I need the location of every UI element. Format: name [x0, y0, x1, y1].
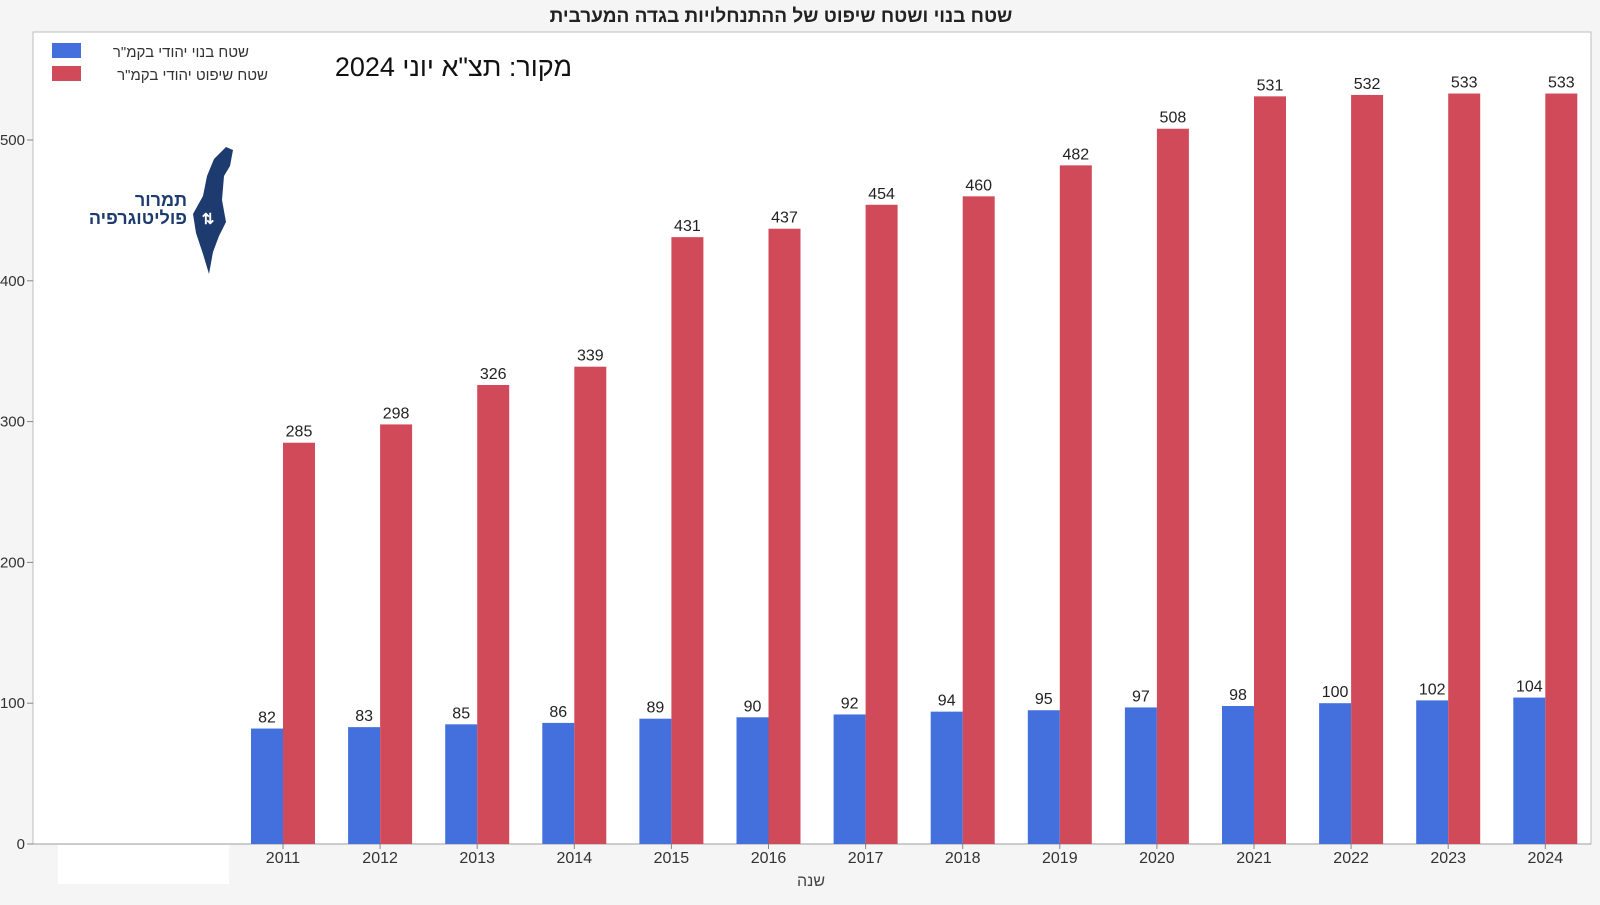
bottom-left-blank [58, 845, 229, 884]
bar-built [1319, 703, 1352, 844]
x-tick-label: 2018 [945, 850, 981, 867]
data-label-jurisdiction: 508 [1160, 110, 1187, 127]
x-tick-label: 2014 [557, 850, 593, 867]
bar-jurisdiction [1156, 128, 1189, 845]
data-label-built: 89 [647, 700, 665, 717]
data-label-jurisdiction: 533 [1451, 75, 1478, 92]
bar-built [930, 711, 963, 844]
y-tick-label: 400 [0, 273, 25, 290]
bar-jurisdiction [865, 204, 898, 844]
data-label-built: 102 [1419, 681, 1446, 698]
x-tick-label: 2023 [1430, 850, 1466, 867]
bar-jurisdiction [1351, 94, 1384, 845]
data-label-built: 104 [1516, 679, 1543, 696]
x-tick-label: 2012 [362, 850, 398, 867]
x-tick-label: 2020 [1139, 850, 1175, 867]
bar-jurisdiction [283, 442, 315, 844]
data-label-built: 100 [1322, 684, 1349, 701]
data-label-jurisdiction: 326 [480, 366, 507, 383]
bar-built [1222, 706, 1254, 844]
bar-jurisdiction [380, 424, 413, 844]
bar-built [1416, 700, 1449, 844]
data-label-jurisdiction: 532 [1354, 76, 1381, 93]
bar-built [1513, 697, 1546, 844]
data-label-jurisdiction: 482 [1062, 146, 1089, 163]
y-axis: 0 100 200 300 400 500 [0, 132, 33, 853]
bar-jurisdiction [1059, 165, 1092, 844]
bar-built [445, 724, 478, 844]
logo-text-line1: תמרור [135, 190, 187, 210]
data-label-jurisdiction: 431 [674, 218, 701, 235]
data-label-jurisdiction: 339 [577, 348, 604, 365]
data-label-built: 82 [258, 710, 276, 727]
data-label-built: 97 [1132, 688, 1150, 705]
bar-built [251, 728, 283, 844]
bar-built [1124, 707, 1157, 844]
bar-built [833, 714, 866, 844]
source-note: מקור: תצ"א יוני 2024 [335, 52, 572, 82]
x-tick-label: 2011 [266, 850, 301, 867]
x-tick-label: 2021 [1236, 850, 1272, 867]
legend-swatch-built [52, 43, 81, 58]
bar-jurisdiction [962, 196, 995, 844]
legend-swatch-jurisdiction [52, 66, 81, 81]
data-label-jurisdiction: 437 [771, 210, 798, 227]
y-tick-label: 500 [0, 132, 25, 149]
bar-jurisdiction [768, 228, 801, 845]
data-label-built: 95 [1035, 691, 1053, 708]
y-tick-label: 0 [17, 836, 25, 853]
y-tick-label: 300 [0, 414, 25, 431]
bar-built [1027, 710, 1060, 844]
data-label-built: 94 [938, 693, 956, 710]
legend: שטח בנוי יהודי בקמ"ר שטח שיפוט יהודי בקמ… [52, 43, 268, 84]
logo-map-shape [193, 147, 233, 274]
y-tick-label: 100 [0, 695, 25, 712]
x-tick-label: 2016 [751, 850, 787, 867]
data-label-built: 90 [744, 698, 762, 715]
bar-jurisdiction [574, 366, 607, 844]
bar-built [542, 722, 575, 844]
data-label-built: 92 [841, 695, 859, 712]
x-tick-label: 2019 [1042, 850, 1078, 867]
bar-jurisdiction [1254, 96, 1286, 845]
logo: ⇅ תמרור פוליטוגרפיה [89, 147, 233, 274]
x-tick-label: 2024 [1528, 850, 1564, 867]
x-axis: 2011 2012 2013 2014 2015 2016 2017 2018 2019 2020… [33, 843, 1591, 867]
data-label-built: 85 [452, 705, 470, 722]
bar-built [348, 727, 381, 844]
chart-title: שטח בנוי ושטח שיפוט של ההתנחלויות בגדה ה… [550, 6, 1013, 27]
legend-label-built: שטח בנוי יהודי בקמ"ר [113, 44, 249, 61]
x-tick-label: 2013 [459, 850, 495, 867]
legend-label-jurisdiction: שטח שיפוט יהודי בקמ"ר [117, 67, 268, 84]
data-label-built: 86 [549, 704, 567, 721]
x-tick-label: 2015 [654, 850, 690, 867]
data-label-jurisdiction: 454 [868, 186, 895, 203]
logo-symbol-icon: ⇅ [202, 211, 215, 228]
data-label-jurisdiction: 460 [965, 177, 992, 194]
bar-built [639, 718, 672, 844]
logo-text-line2: פוליטוגרפיה [89, 208, 187, 228]
bar-jurisdiction [1545, 93, 1578, 844]
data-label-jurisdiction: 531 [1257, 77, 1284, 94]
data-label-jurisdiction: 285 [286, 424, 313, 441]
bar-built [736, 717, 769, 844]
y-tick-label: 200 [0, 554, 25, 571]
bar-jurisdiction [477, 384, 510, 844]
data-label-jurisdiction: 298 [383, 405, 410, 422]
x-tick-label: 2022 [1333, 850, 1369, 867]
bars-group: 82 285 83 298 85 326 86 339 89 431 90 437 92 454 94 460… [251, 75, 1578, 845]
x-tick-label: 2017 [848, 850, 884, 867]
bar-jurisdiction [671, 237, 704, 845]
data-label-built: 83 [355, 708, 373, 725]
bar-jurisdiction [1448, 93, 1481, 844]
data-label-built: 98 [1229, 687, 1247, 704]
x-axis-label: שנה [797, 873, 825, 890]
data-label-jurisdiction: 533 [1548, 75, 1575, 92]
